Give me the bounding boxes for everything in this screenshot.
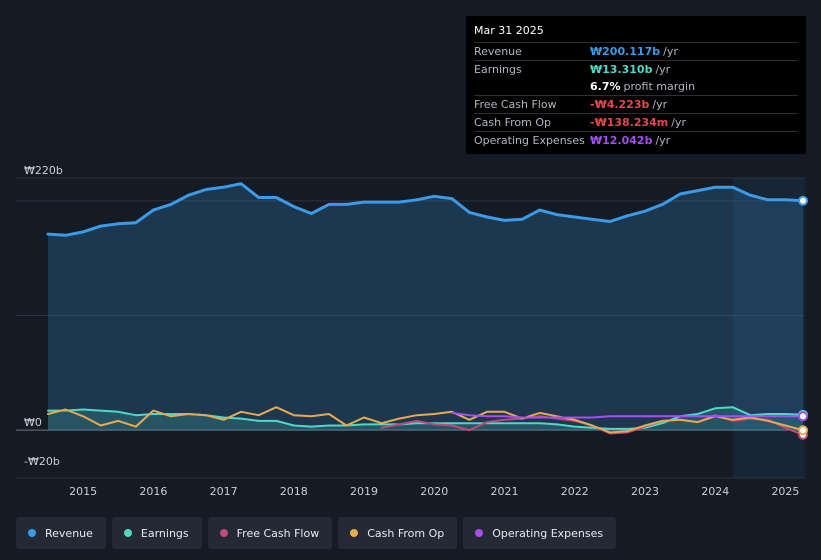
- series-lines: [46, 182, 805, 436]
- tooltip-value: ₩13.310b: [590, 63, 653, 76]
- x-tick-label: 2019: [350, 485, 378, 498]
- y-tick-label: ₩0: [24, 416, 42, 429]
- tooltip-row-revenue: Revenue ₩200.117b /yr: [474, 42, 798, 60]
- legend-dot-icon: [28, 529, 36, 537]
- x-axis-labels: 2015 2016 2017 2018 2019 2020 2021 2022 2023 2024…: [69, 485, 799, 498]
- tooltip-value: ₩12.042b: [590, 134, 653, 147]
- tooltip-unit: /yr: [652, 98, 668, 111]
- legend-label: Operating Expenses: [492, 526, 604, 540]
- tooltip-unit: profit margin: [623, 80, 696, 93]
- revenue-end-dot: [798, 195, 808, 206]
- tooltip-row-earnings: Earnings ₩13.310b /yr: [474, 60, 798, 78]
- x-tick-label: 2025: [771, 485, 799, 498]
- legend-dot-icon: [350, 529, 359, 537]
- tooltip-value: -₩4.223b: [590, 98, 650, 111]
- legend-item-earnings[interactable]: Earnings: [111, 517, 202, 549]
- legend-dot-icon: [123, 529, 132, 537]
- tooltip-value: -₩138.234m: [590, 116, 669, 129]
- legend-label: Free Cash Flow: [236, 526, 320, 540]
- x-tick-label: 2018: [280, 485, 308, 498]
- x-tick-label: 2020: [420, 485, 448, 498]
- legend-item-operating-expenses[interactable]: Operating Expenses: [463, 517, 617, 549]
- tooltip-unit: /yr: [671, 116, 687, 129]
- tooltip-row-cash-from-op: Cash From Op -₩138.234m /yr: [474, 113, 798, 131]
- cash-from-op-end-dot: [798, 425, 808, 436]
- x-tick-label: 2021: [491, 485, 519, 498]
- tooltip-label: Earnings: [474, 63, 522, 76]
- y-axis-labels: ₩220b ₩0 -₩20b: [24, 164, 63, 468]
- legend-label: Cash From Op: [367, 526, 445, 540]
- tooltip-value: 6.7%: [590, 80, 621, 93]
- earnings-area: [48, 407, 803, 431]
- y-tick-label: -₩20b: [24, 455, 60, 468]
- x-tick-label: 2023: [631, 485, 659, 498]
- x-tick-label: 2022: [561, 485, 589, 498]
- operating-expenses-end-dot: [798, 411, 808, 422]
- x-tick-label: 2017: [210, 485, 238, 498]
- legend-dot-icon: [219, 529, 228, 537]
- legend-item-cash-from-op[interactable]: Cash From Op: [338, 517, 458, 549]
- x-tick-label: 2015: [69, 485, 97, 498]
- x-tick-label: 2024: [701, 485, 729, 498]
- tooltip-unit: /yr: [655, 134, 671, 147]
- tooltip-label: Operating Expenses: [474, 134, 585, 147]
- tooltip-date: Mar 31 2025: [474, 24, 544, 37]
- legend-label: Earnings: [140, 526, 189, 540]
- legend-item-free-cash-flow[interactable]: Free Cash Flow: [207, 517, 333, 549]
- tooltip-row-profit-margin: 6.7% profit margin: [474, 78, 798, 95]
- tooltip-label: Revenue: [474, 45, 522, 58]
- tooltip-row-free-cash-flow: Free Cash Flow -₩4.223b /yr: [474, 95, 798, 113]
- legend-dot-icon: [475, 529, 484, 537]
- tooltip-label: Free Cash Flow: [474, 98, 557, 111]
- tooltip-value: ₩200.117b: [590, 45, 661, 58]
- operating-expenses-line: [450, 411, 804, 419]
- tooltip-unit: /yr: [655, 63, 671, 76]
- tooltip-unit: /yr: [663, 45, 678, 58]
- y-tick-label: ₩220b: [24, 164, 63, 177]
- cash-from-op-line: [47, 406, 804, 434]
- revenue-line: [46, 182, 805, 237]
- x-tick-label: 2016: [139, 485, 167, 498]
- series-areas: [48, 183, 803, 431]
- legend-item-revenue[interactable]: Revenue: [16, 517, 106, 549]
- chart-area: ₩220b ₩0 -₩20b 2015 2016 2017 2018 2019 2020 202…: [16, 164, 808, 498]
- tooltip-row-operating-expenses: Operating Expenses ₩12.042b /yr: [474, 131, 798, 149]
- series-end-markers: [798, 195, 808, 440]
- revenue-area: [48, 183, 803, 431]
- chart-legend: Revenue Earnings Free Cash Flow Cash Fro…: [16, 517, 617, 549]
- tooltip-label: Cash From Op: [474, 116, 552, 129]
- legend-label: Revenue: [45, 526, 93, 540]
- tooltip-label: [474, 78, 590, 95]
- data-tooltip: Mar 31 2025 Revenue ₩200.117b /yr Earnin…: [466, 16, 806, 154]
